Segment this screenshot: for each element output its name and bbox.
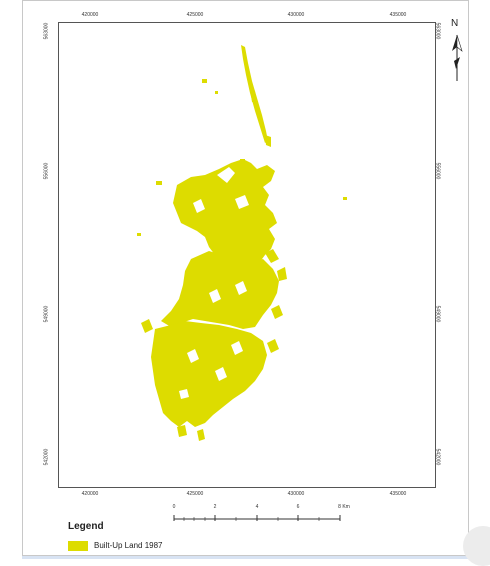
- x-tick-bottom-2: 425000: [186, 491, 204, 497]
- corner-decoration: [463, 526, 490, 566]
- y-tick-left-1: 563000: [43, 22, 50, 40]
- x-tick-bottom-4: 435000: [389, 491, 407, 497]
- scale-label-4: 4: [255, 504, 259, 510]
- north-label: N: [451, 18, 459, 29]
- bottom-strip: [22, 556, 469, 559]
- x-tick-top-3: 430000: [287, 12, 305, 18]
- x-tick-top-1: 420000: [81, 12, 99, 18]
- scale-label-0: 0: [172, 504, 176, 510]
- y-tick-left-2: 556000: [43, 162, 50, 180]
- scale-label-6: 6: [296, 504, 300, 510]
- y-tick-left-4: 542000: [43, 448, 50, 466]
- y-tick-left-3: 549000: [43, 305, 50, 323]
- x-tick-top-2: 425000: [186, 12, 204, 18]
- scale-bar: [173, 515, 341, 521]
- north-arrow-icon: [452, 34, 463, 81]
- x-tick-bottom-1: 420000: [81, 491, 99, 497]
- legend-label-built-up: Built-Up Land 1987: [94, 541, 163, 550]
- x-tick-top-4: 435000: [389, 12, 407, 18]
- scale-label-2: 2: [213, 504, 217, 510]
- built-up-land-1987-area: [137, 45, 347, 441]
- legend-title: Legend: [68, 521, 104, 532]
- legend-swatch-built-up: [68, 541, 88, 551]
- scale-label-8km: 8 Km: [338, 504, 350, 510]
- x-tick-bottom-3: 430000: [287, 491, 305, 497]
- map-frame: [58, 22, 436, 488]
- built-up-land-map: [137, 45, 347, 441]
